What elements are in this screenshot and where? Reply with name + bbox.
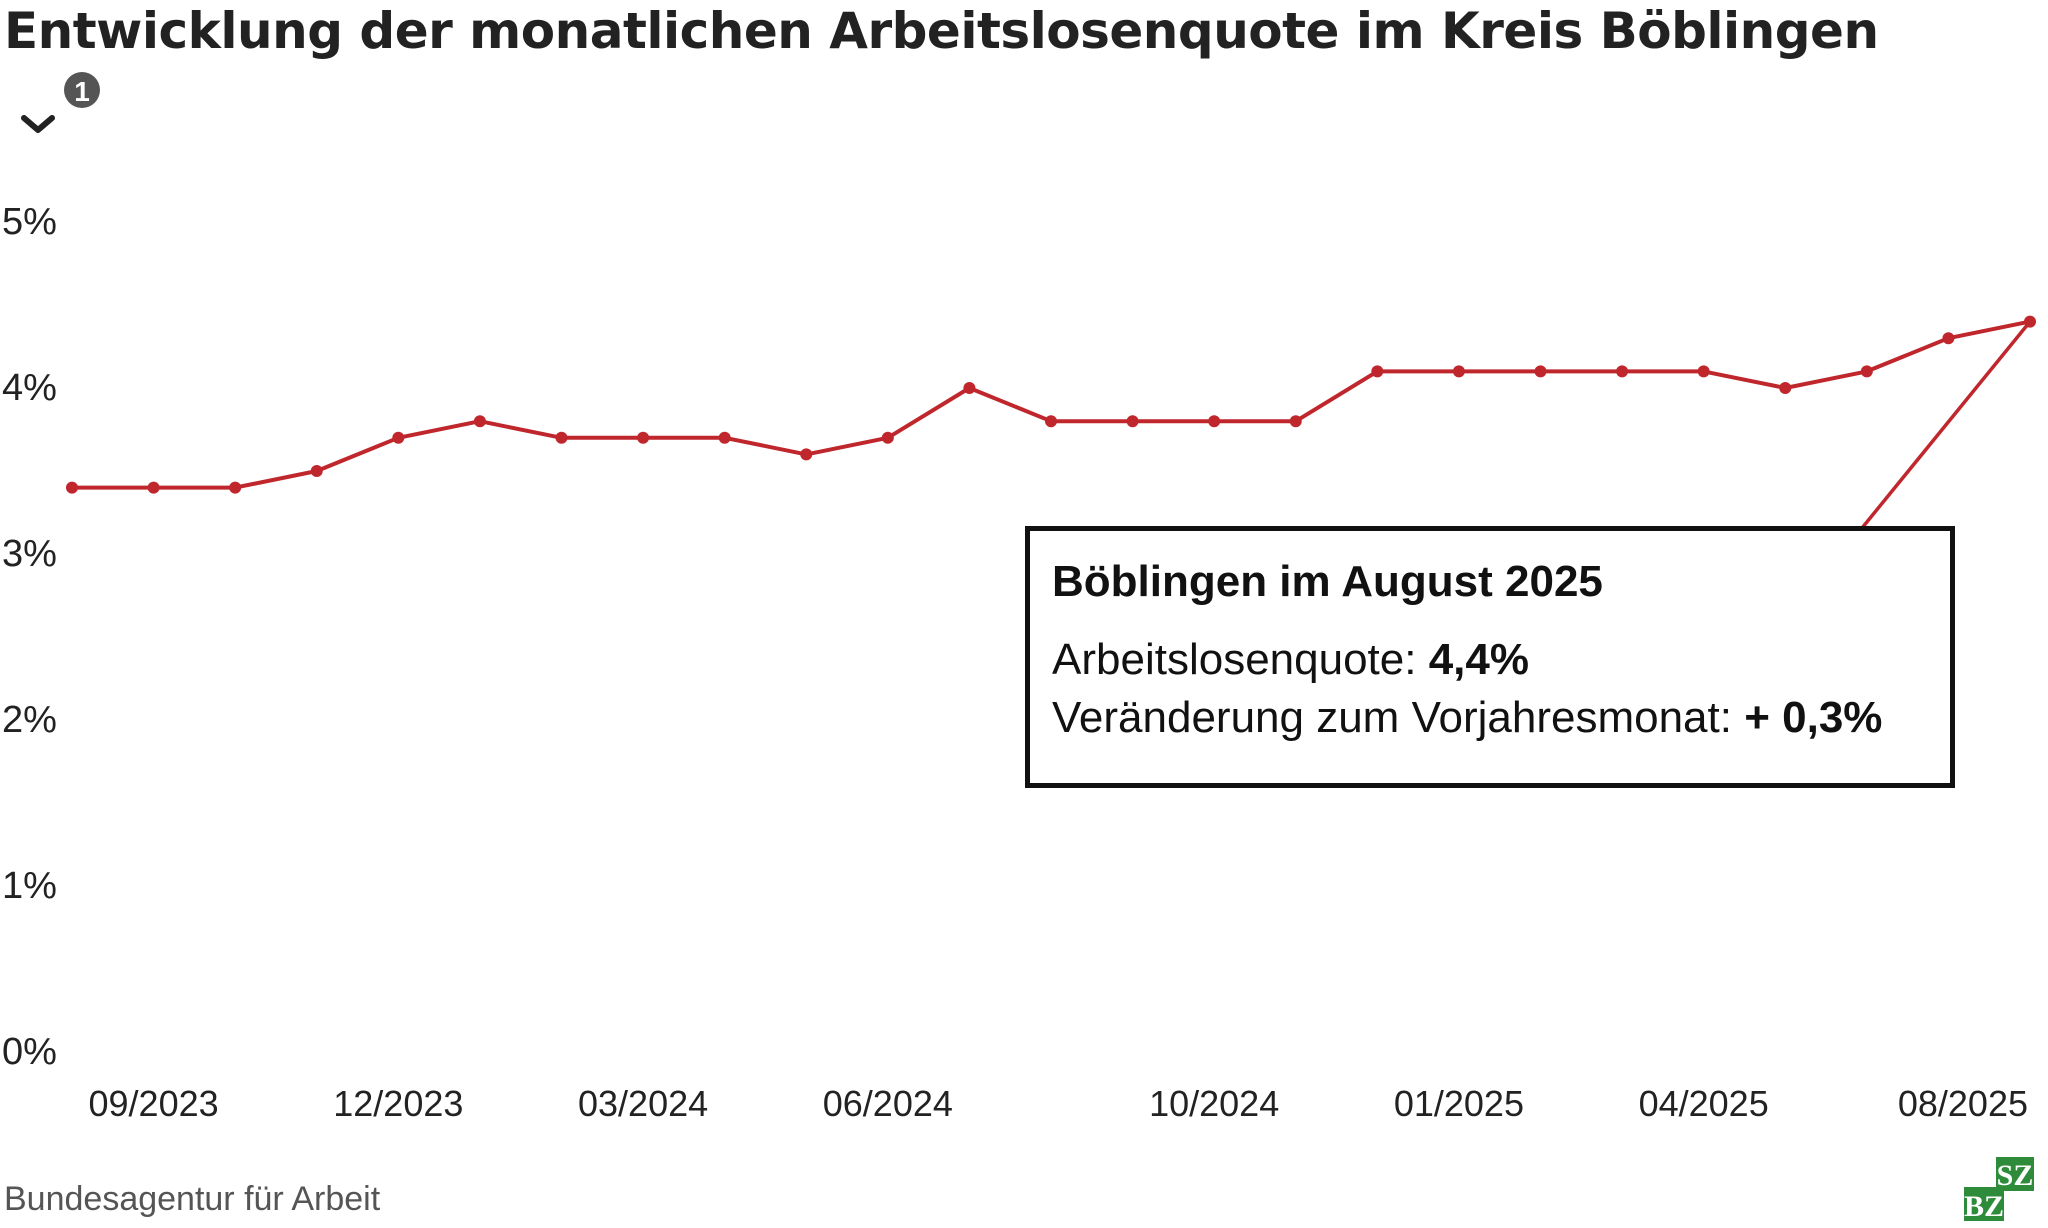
tooltip-rate-value: 4,4%: [1428, 635, 1529, 684]
data-point[interactable]: [473, 415, 486, 428]
y-tick-label: 5%: [2, 201, 57, 243]
x-tick-label: 10/2024: [1149, 1083, 1279, 1124]
x-tick-label: 09/2023: [89, 1083, 219, 1124]
tooltip-change-label: Veränderung zum Vorjahresmonat:: [1052, 693, 1732, 742]
data-point[interactable]: [66, 481, 78, 494]
data-point[interactable]: [637, 431, 650, 444]
data-point[interactable]: [1942, 332, 1955, 345]
data-point[interactable]: [1289, 415, 1302, 428]
x-tick-label: 08/2025: [1898, 1083, 2028, 1124]
info-badge: [64, 72, 100, 108]
data-points: [66, 315, 2036, 494]
svg-text:SZ: SZ: [1997, 1159, 2034, 1192]
x-tick-label: 12/2023: [333, 1083, 463, 1124]
x-tick-label: 06/2024: [823, 1083, 953, 1124]
szbz-logo: SZ BZ: [1962, 1155, 2036, 1223]
series-line-arbeitslosenquote: [72, 319, 2031, 490]
svg-text:BZ: BZ: [1964, 1190, 2004, 1223]
data-point[interactable]: [963, 382, 976, 394]
tooltip-rate-label: Arbeitslosenquote:: [1052, 635, 1417, 684]
data-point[interactable]: [1697, 365, 1710, 378]
data-point[interactable]: [1779, 382, 1792, 394]
chart-title: Entwicklung der monatlichen Arbeitslosen…: [4, 2, 1879, 60]
y-tick-label: 4%: [2, 367, 57, 409]
data-point[interactable]: [800, 448, 813, 461]
y-tick-label: 0%: [2, 1031, 57, 1073]
tooltip: Böblingen im August 2025 Arbeitslosenquo…: [1025, 526, 1955, 788]
expand-toggle[interactable]: 1: [18, 72, 108, 142]
tooltip-rate: Arbeitslosenquote: 4,4%: [1052, 635, 1950, 685]
data-point[interactable]: [881, 431, 894, 444]
data-point[interactable]: [147, 481, 160, 494]
x-axis: 09/2023 12/2023 03/2024 06/2024 10/2024 01/20…: [89, 1083, 2028, 1124]
y-tick-label: 1%: [2, 865, 57, 907]
tooltip-title: Böblingen im August 2025: [1052, 557, 1603, 606]
tooltip-connector-line: [1860, 320, 2032, 530]
data-point[interactable]: [310, 465, 323, 477]
data-point[interactable]: [1860, 365, 1873, 378]
chevron-down-icon: [21, 115, 55, 133]
info-badge-number: 1: [74, 76, 90, 107]
y-axis: 0% 1% 2% 3% 4% 5%: [2, 201, 57, 1073]
data-point[interactable]: [229, 481, 242, 494]
x-tick-label: 04/2025: [1639, 1083, 1769, 1124]
data-point[interactable]: [1616, 365, 1629, 378]
data-point[interactable]: [1371, 365, 1384, 378]
data-point[interactable]: [555, 431, 568, 444]
x-tick-label: 03/2024: [578, 1083, 708, 1124]
data-point[interactable]: [718, 431, 731, 444]
data-point[interactable]: [1534, 365, 1547, 378]
data-point[interactable]: [1452, 365, 1465, 378]
data-point[interactable]: [392, 431, 405, 444]
data-point[interactable]: [1126, 415, 1139, 428]
data-point[interactable]: [2024, 315, 2036, 328]
tooltip-change: Veränderung zum Vorjahresmonat: + 0,3%: [1052, 693, 1950, 743]
tooltip-change-value: + 0,3%: [1744, 693, 1883, 742]
source-credit: Bundesagentur für Arbeit: [4, 1180, 381, 1218]
data-point[interactable]: [1045, 415, 1057, 428]
data-point[interactable]: [1208, 415, 1221, 428]
y-tick-label: 3%: [2, 533, 57, 575]
y-tick-label: 2%: [2, 699, 57, 741]
x-tick-label: 01/2025: [1394, 1083, 1524, 1124]
